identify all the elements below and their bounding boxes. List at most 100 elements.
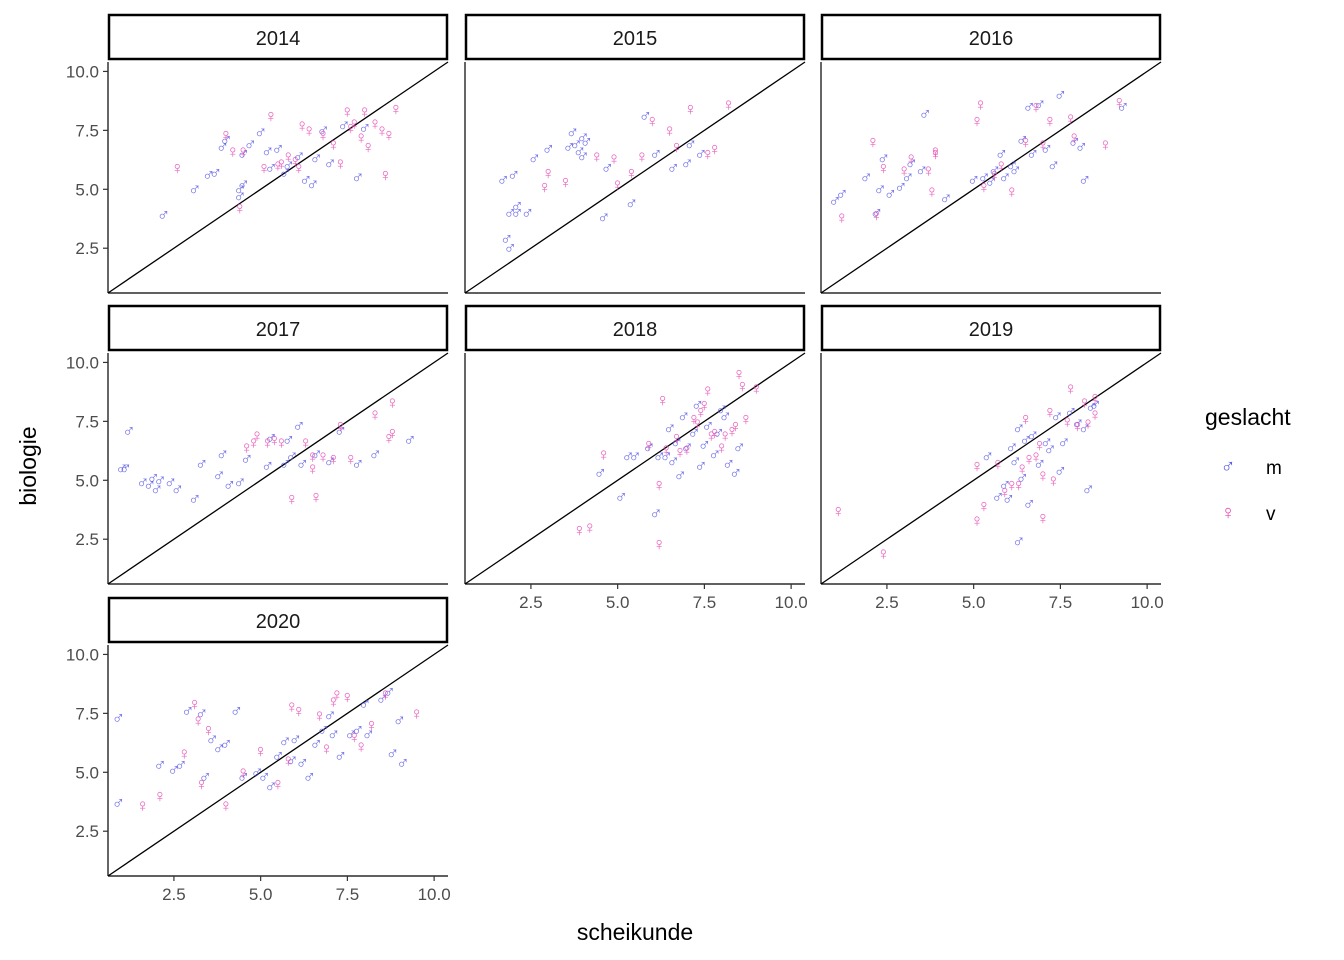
y-tick-label: 7.5 [75,121,99,140]
data-point-m: ♂ [115,459,129,479]
data-point-v: ♀ [382,125,396,145]
data-point-v: ♀ [870,205,884,225]
facet-strip [820,13,1162,61]
data-point-m: ♂ [233,186,247,206]
data-point-m: ♂ [1022,494,1036,514]
data-point-v: ♀ [542,163,556,183]
data-point-v: ♀ [590,146,604,166]
data-point-m: ♂ [393,710,407,730]
data-point-v: ♀ [1036,135,1050,155]
data-point-v: ♀ [653,475,667,495]
data-point-m: ♂ [337,116,351,136]
data-point-v: ♀ [375,120,389,140]
data-point-v: ♀ [1078,393,1092,413]
data-point-v: ♀ [1113,92,1127,112]
data-point-m: ♂ [358,118,372,138]
data-point-m: ♂ [119,459,133,479]
data-point-m: ♂ [195,454,209,474]
data-point-v: ♀ [355,736,369,756]
x-axis-title: scheikunde [577,919,693,945]
data-point-m: ♂ [216,137,230,157]
data-point-m: ♂ [122,421,136,441]
data-point-m: ♂ [1033,94,1047,114]
data-point-m: ♂ [576,146,590,166]
data-point-v: ♀ [188,694,202,714]
data-point-m: ♂ [1074,137,1088,157]
data-point-v: ♀ [296,116,310,136]
data-point-v: ♀ [136,795,150,815]
data-point-m: ♂ [694,456,708,476]
data-point-m: ♂ [1068,132,1082,152]
data-point-m: ♂ [594,463,608,483]
data-point-m: ♂ [542,139,556,159]
data-point-m: ♂ [642,437,656,457]
data-point-v: ♀ [264,106,278,126]
y-tick-label: 7.5 [75,412,99,431]
x-tick-label: 2.5 [162,885,186,904]
data-point-m: ♂ [715,400,729,420]
data-point-m: ♂ [309,444,323,464]
data-point-v: ♀ [348,727,362,747]
data-point-m: ♂ [687,423,701,443]
data-point-m: ♂ [282,430,296,450]
data-point-v: ♀ [739,409,753,429]
data-point-m: ♂ [562,137,576,157]
data-point-v: ♀ [559,172,573,192]
data-point-m: ♂ [240,449,254,469]
data-point-m: ♂ [1015,468,1029,488]
data-point-v: ♀ [237,142,251,162]
data-point-v: ♀ [275,433,289,453]
data-point-m: ♂ [382,682,396,702]
data-point-m: ♂ [264,158,278,178]
data-point-m: ♂ [309,149,323,169]
data-point-v: ♀ [670,428,684,448]
data-point-v: ♀ [925,182,939,202]
data-point-v: ♀ [970,510,984,530]
data-point-m: ♂ [282,156,296,176]
data-point-v: ♀ [299,433,313,453]
data-point-m: ♂ [835,184,849,204]
data-point-m: ♂ [729,463,743,483]
data-point-m: ♂ [323,451,337,471]
data-point-m: ♂ [1040,139,1054,159]
data-point-v: ♀ [302,120,316,140]
data-point-v: ♀ [1012,475,1026,495]
data-point-v: ♀ [344,449,358,469]
y-tick-label: 10.0 [66,645,99,664]
data-point-v: ♀ [970,456,984,476]
data-point-m: ♂ [828,191,842,211]
data-point-v: ♀ [282,146,296,166]
data-point-m: ♂ [219,130,233,150]
data-point-v: ♀ [1029,447,1043,467]
data-point-m: ♂ [600,158,614,178]
data-point-m: ♂ [361,725,375,745]
data-point-m: ♂ [237,175,251,195]
data-point-m: ♂ [1026,426,1040,446]
data-point-m: ♂ [859,168,873,188]
data-point-m: ♂ [1033,454,1047,474]
data-point-m: ♂ [694,144,708,164]
data-point-v: ♀ [1061,411,1075,431]
data-point-m: ♂ [503,238,517,258]
data-point-m: ♂ [712,423,726,443]
data-point-m: ♂ [1071,414,1085,434]
data-point-m: ♂ [649,503,663,523]
data-point-m: ♂ [289,729,303,749]
data-point-m: ♂ [496,170,510,190]
data-point-m: ♂ [1005,437,1019,457]
data-point-m: ♂ [981,447,995,467]
data-point-v: ♀ [1036,508,1050,528]
data-point-m: ♂ [150,480,164,500]
data-point-m: ♂ [292,146,306,166]
data-point-m: ♂ [701,416,715,436]
legend-title: geslacht [1205,404,1291,430]
data-point-m: ♂ [663,418,677,438]
data-point-m: ♂ [677,407,691,427]
data-point-v: ♀ [691,414,705,434]
data-point-m: ♂ [649,144,663,164]
facet-strip [464,304,806,352]
legend-entries: ♂ m ♀ v [1221,456,1282,525]
data-point-v: ♀ [247,433,261,453]
data-point-v: ♀ [750,378,764,398]
data-point-m: ♂ [718,407,732,427]
